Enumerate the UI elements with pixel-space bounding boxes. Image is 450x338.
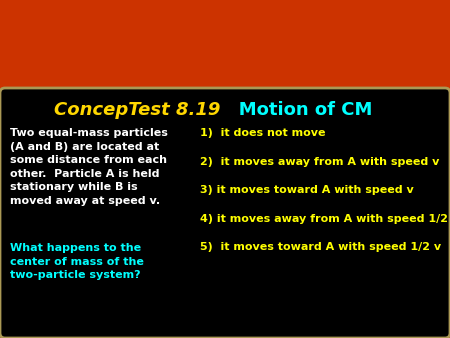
Text: Motion of CM: Motion of CM bbox=[220, 101, 373, 119]
Text: Two equal-mass particles
(A and B) are located at
some distance from each
other.: Two equal-mass particles (A and B) are l… bbox=[10, 128, 168, 206]
Text: ConcepTest 8.19: ConcepTest 8.19 bbox=[54, 101, 220, 119]
FancyBboxPatch shape bbox=[0, 88, 450, 338]
Text: 1)  it does not move: 1) it does not move bbox=[200, 128, 325, 138]
Text: What happens to the
center of mass of the
two-particle system?: What happens to the center of mass of th… bbox=[10, 243, 144, 280]
Text: 3) it moves toward A with speed v: 3) it moves toward A with speed v bbox=[200, 185, 414, 195]
Text: 2)  it moves away from A with speed v: 2) it moves away from A with speed v bbox=[200, 157, 439, 167]
Text: 4) it moves away from A with speed 1/2 v: 4) it moves away from A with speed 1/2 v bbox=[200, 214, 450, 224]
Text: 5)  it moves toward A with speed 1/2 v: 5) it moves toward A with speed 1/2 v bbox=[200, 242, 441, 252]
